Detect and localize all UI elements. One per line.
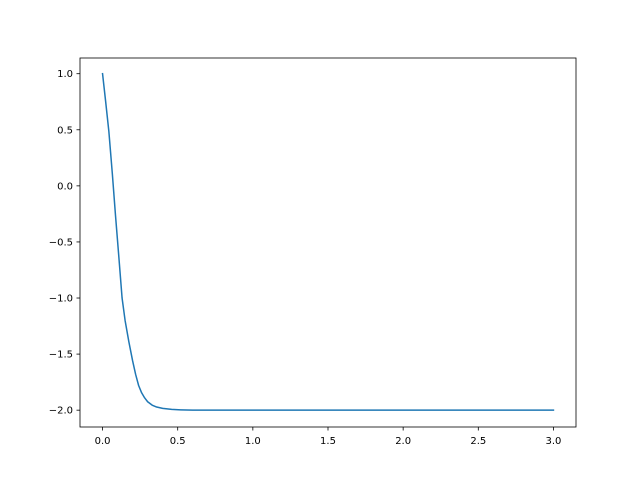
y-tick-label: −2.0 <box>49 406 73 417</box>
y-tick-label: 0.5 <box>57 125 73 136</box>
y-tick-label: −0.5 <box>49 237 73 248</box>
x-tick-label: 2.5 <box>470 436 486 447</box>
y-tick-label: 1.0 <box>57 69 73 80</box>
x-tick-label: 2.0 <box>395 436 411 447</box>
x-tick-label: 0.5 <box>170 436 186 447</box>
y-tick-label: 0.0 <box>57 181 73 192</box>
series-line-0 <box>101 72 555 411</box>
y-tick-label: −1.5 <box>49 350 73 361</box>
x-tick-label: 3.0 <box>546 436 562 447</box>
x-tick-label: 1.5 <box>320 436 336 447</box>
x-tick-label: 0.0 <box>95 436 111 447</box>
y-tick-label: −1.0 <box>49 294 73 305</box>
x-tick-label: 1.0 <box>245 436 261 447</box>
